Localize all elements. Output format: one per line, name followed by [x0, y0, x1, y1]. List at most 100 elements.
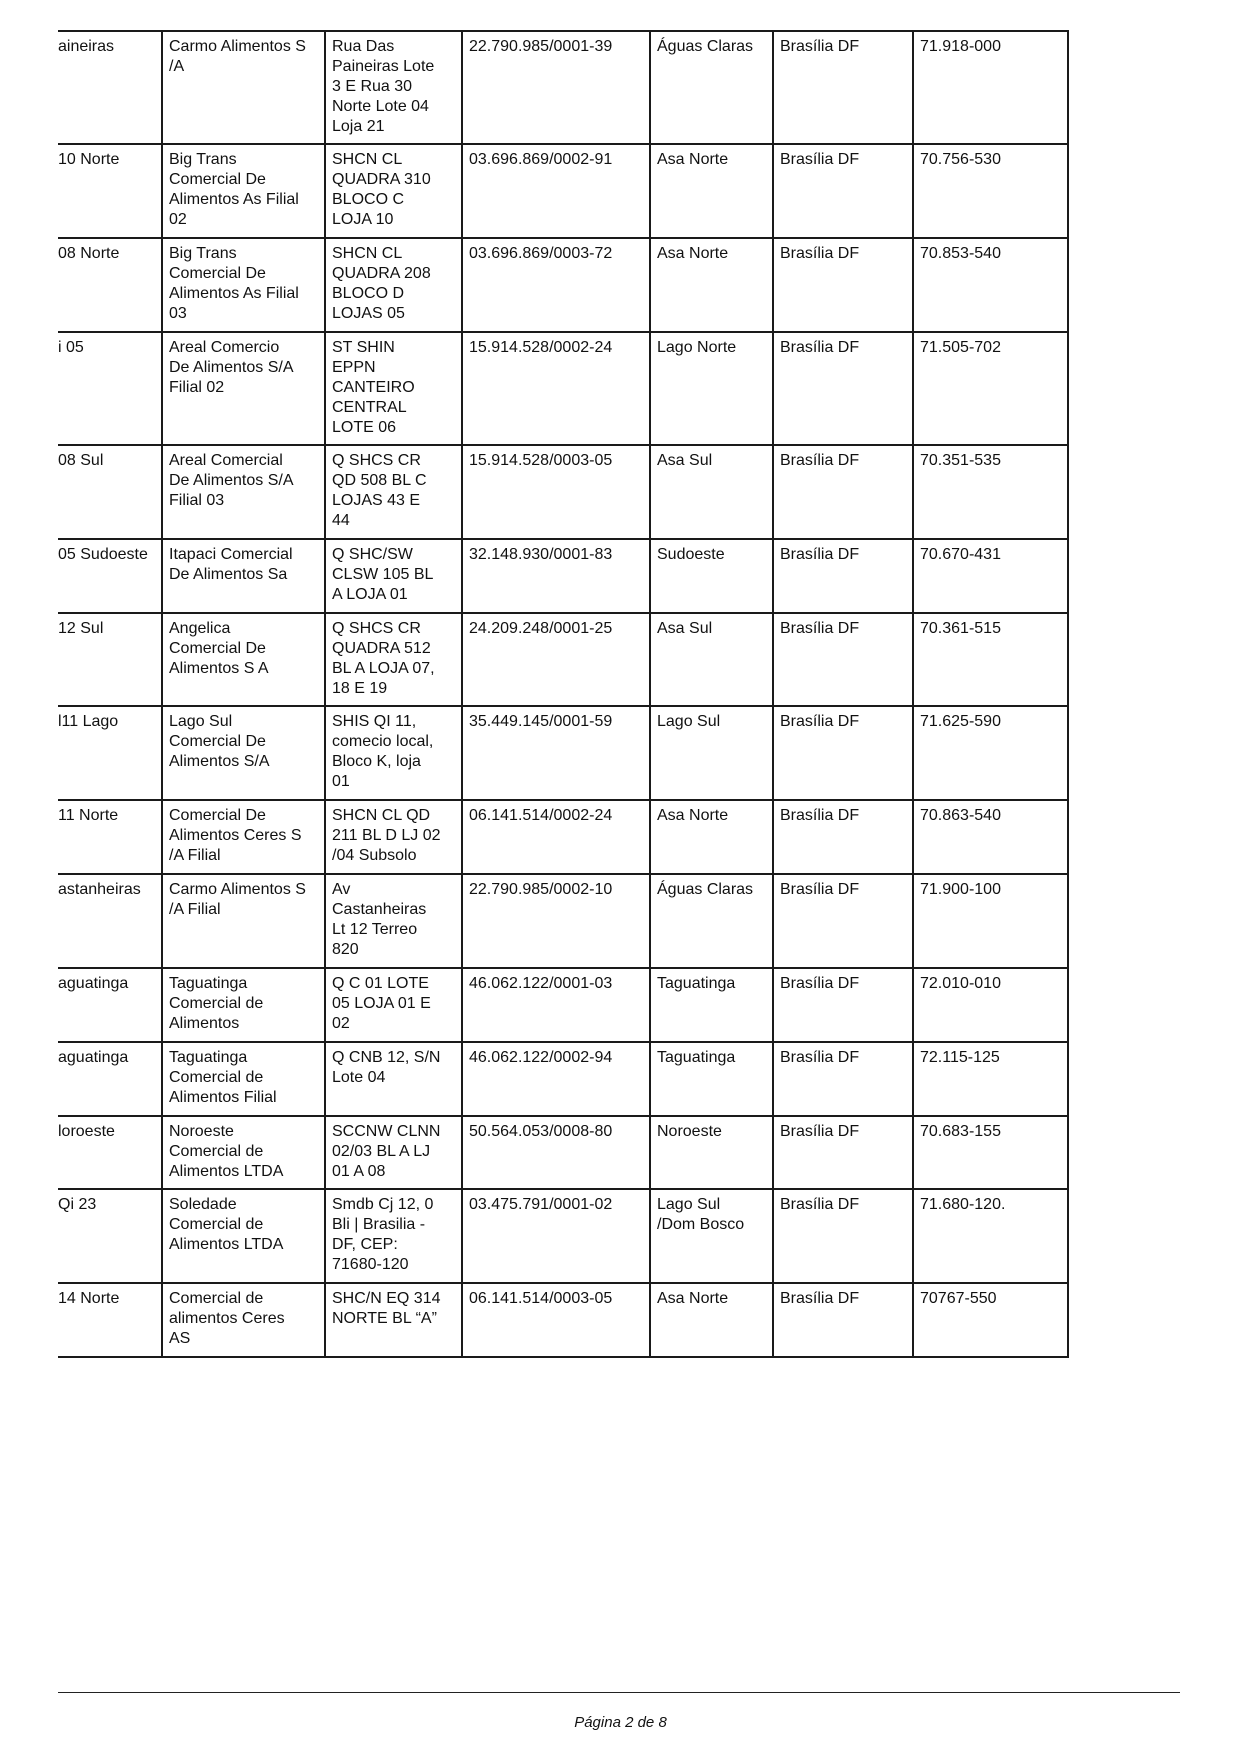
cell-neighborhood: Taguatinga [649, 1041, 774, 1117]
cell-company-name: Comercial De Alimentos Ceres S /A Filial [161, 799, 326, 875]
cell-cnpj: 32.148.930/0001-83 [461, 538, 651, 614]
cell-company-name: Carmo Alimentos S /A Filial [161, 873, 326, 969]
table-row: aineiras Carmo Alimentos S /A Rua Das Pain… [58, 30, 1069, 145]
cell-city: Brasília DF [772, 237, 914, 333]
cell-cnpj: 03.696.869/0002-91 [461, 143, 651, 239]
cell-cep: 70.351-535 [912, 444, 1069, 540]
cell-cnpj: 15.914.528/0002-24 [461, 331, 651, 446]
cell-cep: 70.361-515 [912, 612, 1069, 707]
cell-location: 05 Sudoeste [58, 538, 163, 614]
cell-company-name: Noroeste Comercial de Alimentos LTDA [161, 1115, 326, 1190]
cell-address: SCCNW CLNN 02/03 BL A LJ 01 A 08 [324, 1115, 463, 1190]
cell-cnpj: 22.790.985/0002-10 [461, 873, 651, 969]
cell-neighborhood: Asa Norte [649, 1282, 774, 1358]
cell-cnpj: 22.790.985/0001-39 [461, 30, 651, 145]
table-row: 10 Norte Big Trans Comercial De Alimentos… [58, 143, 1069, 239]
cell-location: 11 Norte [58, 799, 163, 875]
cell-company-name: Big Trans Comercial De Alimentos As Fili… [161, 237, 326, 333]
cell-address: ST SHIN EPPN CANTEIRO CENTRAL LOTE 06 [324, 331, 463, 446]
cell-location: 08 Sul [58, 444, 163, 540]
cell-location: aguatinga [58, 1041, 163, 1117]
cell-address: Q SHCS CR QUADRA 512 BL A LOJA 07, 18 E … [324, 612, 463, 707]
cell-location: astanheiras [58, 873, 163, 969]
footer-divider [58, 1692, 1180, 1693]
cell-address: SHIS QI 11, comecio local, Bloco K, loja… [324, 705, 463, 801]
cell-neighborhood: Asa Norte [649, 237, 774, 333]
cell-location: 14 Norte [58, 1282, 163, 1358]
cell-cep: 71.680-120. [912, 1188, 1069, 1284]
table-row: l11 Lago Lago Sul Comercial De Alimentos … [58, 705, 1069, 801]
cell-address: Smdb Cj 12, 0 Bli | Brasilia - DF, CEP: … [324, 1188, 463, 1284]
cell-cnpj: 03.696.869/0003-72 [461, 237, 651, 333]
cell-neighborhood: Asa Norte [649, 143, 774, 239]
cell-address: Q SHC/SW CLSW 105 BL A LOJA 01 [324, 538, 463, 614]
cell-address: SHC/N EQ 314 NORTE BL “A” [324, 1282, 463, 1358]
cell-location: i 05 [58, 331, 163, 446]
cell-city: Brasília DF [772, 705, 914, 801]
cell-company-name: Lago Sul Comercial De Alimentos S/A [161, 705, 326, 801]
cell-neighborhood: Noroeste [649, 1115, 774, 1190]
cell-address: Q C 01 LOTE 05 LOJA 01 E 02 [324, 967, 463, 1043]
table-row: 11 Norte Comercial De Alimentos Ceres S /… [58, 799, 1069, 875]
cell-location: 08 Norte [58, 237, 163, 333]
cell-city: Brasília DF [772, 967, 914, 1043]
cell-city: Brasília DF [772, 1282, 914, 1358]
cell-neighborhood: Asa Norte [649, 799, 774, 875]
table-row: 14 Norte Comercial de alimentos Ceres AS S… [58, 1282, 1069, 1358]
table-row: i 05 Areal Comercio De Alimentos S/A Fili… [58, 331, 1069, 446]
cell-company-name: Carmo Alimentos S /A [161, 30, 326, 145]
cell-cep: 72.115-125 [912, 1041, 1069, 1117]
cell-company-name: Itapaci Comercial De Alimentos Sa [161, 538, 326, 614]
table-row: aguatinga Taguatinga Comercial de Aliment… [58, 967, 1069, 1043]
cell-company-name: Areal Comercio De Alimentos S/A Filial 0… [161, 331, 326, 446]
cell-city: Brasília DF [772, 30, 914, 145]
cell-neighborhood: Lago Norte [649, 331, 774, 446]
cell-cep: 70.853-540 [912, 237, 1069, 333]
cell-cnpj: 35.449.145/0001-59 [461, 705, 651, 801]
cell-cep: 71.625-590 [912, 705, 1069, 801]
cell-address: SHCN CL QUADRA 208 BLOCO D LOJAS 05 [324, 237, 463, 333]
cell-company-name: Taguatinga Comercial de Alimentos Filial [161, 1041, 326, 1117]
cell-address: SHCN CL QD 211 BL D LJ 02 /04 Subsolo [324, 799, 463, 875]
cell-location: 10 Norte [58, 143, 163, 239]
cell-neighborhood: Lago Sul [649, 705, 774, 801]
cell-city: Brasília DF [772, 143, 914, 239]
cell-cep: 70.683-155 [912, 1115, 1069, 1190]
cell-cnpj: 06.141.514/0003-05 [461, 1282, 651, 1358]
table-row: aguatinga Taguatinga Comercial de Aliment… [58, 1041, 1069, 1117]
cell-address: Av Castanheiras Lt 12 Terreo 820 [324, 873, 463, 969]
cell-city: Brasília DF [772, 444, 914, 540]
cell-cnpj: 15.914.528/0003-05 [461, 444, 651, 540]
cell-company-name: Soledade Comercial de Alimentos LTDA [161, 1188, 326, 1284]
cell-cnpj: 24.209.248/0001-25 [461, 612, 651, 707]
table-row: 12 Sul Angelica Comercial De Alimentos S … [58, 612, 1069, 707]
table-row: astanheiras Carmo Alimentos S /A Filial Av… [58, 873, 1069, 969]
cell-city: Brasília DF [772, 538, 914, 614]
cell-cep: 71.505-702 [912, 331, 1069, 446]
cell-location: aineiras [58, 30, 163, 145]
cell-cnpj: 03.475.791/0001-02 [461, 1188, 651, 1284]
cell-city: Brasília DF [772, 1188, 914, 1284]
cell-cnpj: 06.141.514/0002-24 [461, 799, 651, 875]
table-row: Qi 23 Soledade Comercial de Alimentos LTD… [58, 1188, 1069, 1284]
cell-neighborhood: Asa Sul [649, 444, 774, 540]
cell-city: Brasília DF [772, 612, 914, 707]
page-number: Página 2 de 8 [574, 1714, 667, 1731]
table-row: 08 Norte Big Trans Comercial De Alimentos… [58, 237, 1069, 333]
cell-company-name: Comercial de alimentos Ceres AS [161, 1282, 326, 1358]
cell-city: Brasília DF [772, 1041, 914, 1117]
cell-cep: 70.756-530 [912, 143, 1069, 239]
cell-neighborhood: Asa Sul [649, 612, 774, 707]
table-row: 08 Sul Areal Comercial De Alimentos S/A F… [58, 444, 1069, 540]
cell-city: Brasília DF [772, 799, 914, 875]
cell-location: 12 Sul [58, 612, 163, 707]
cell-cnpj: 46.062.122/0001-03 [461, 967, 651, 1043]
cell-neighborhood: Águas Claras [649, 30, 774, 145]
cell-address: SHCN CL QUADRA 310 BLOCO C LOJA 10 [324, 143, 463, 239]
cell-address: Q SHCS CR QD 508 BL C LOJAS 43 E 44 [324, 444, 463, 540]
cell-cnpj: 46.062.122/0002-94 [461, 1041, 651, 1117]
cell-cep: 70.863-540 [912, 799, 1069, 875]
cell-city: Brasília DF [772, 1115, 914, 1190]
cell-cep: 70767-550 [912, 1282, 1069, 1358]
stores-table: aineiras Carmo Alimentos S /A Rua Das Pain… [58, 30, 1069, 1358]
